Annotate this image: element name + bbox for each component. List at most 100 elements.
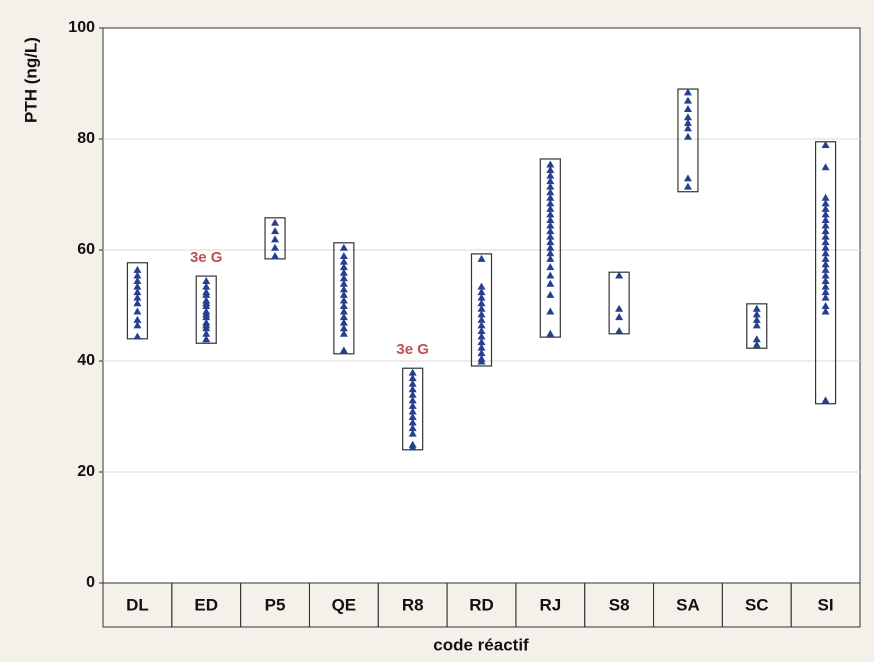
data-point [821,221,830,229]
data-point [752,304,761,312]
y-tick-label: 60 [77,241,95,258]
data-point [339,324,348,332]
data-point [752,335,761,343]
range-box [539,158,561,338]
data-point [271,235,280,243]
data-point [546,232,555,240]
data-point [408,368,417,376]
data-point [821,293,830,301]
data-point [408,413,417,420]
data-point [546,160,555,168]
data-point [546,210,555,218]
data-point [683,96,692,104]
x-tick-label: RD [469,595,494,614]
data-point [546,221,555,229]
data-point [546,307,555,315]
x-tick-label: RJ [539,595,561,614]
data-point [683,104,692,112]
data-point [133,307,142,315]
data-point [271,227,280,235]
data-point [339,285,348,293]
data-point [339,243,348,251]
data-point [133,299,142,307]
data-point [477,343,486,351]
y-tick-label: 40 [77,352,95,369]
data-point [546,215,555,223]
data-point [202,335,211,343]
data-point [683,113,692,121]
data-point [546,249,555,257]
x-tick-label: SC [745,595,769,614]
data-point [477,299,486,307]
data-point [546,254,555,262]
x-tick-label: QE [332,595,357,614]
data-point [546,193,555,201]
data-point [821,302,830,309]
data-point [408,390,417,398]
data-point [408,374,417,382]
data-point [683,88,692,96]
x-tick-label: ED [194,595,218,614]
data-point [133,288,142,296]
data-point [133,271,142,279]
data-point [546,177,555,185]
data-point [477,315,486,323]
data-point [408,424,417,432]
data-point [821,232,830,240]
data-point [408,385,417,393]
data-point [615,271,624,279]
data-point [339,274,348,282]
data-point [202,290,211,298]
data-point [821,249,830,257]
data-point [821,238,830,246]
data-point [821,265,830,273]
data-point [202,313,211,321]
x-tick-label: DL [126,595,149,614]
range-box [333,242,355,355]
data-point [683,174,692,182]
data-point [202,324,211,332]
data-point [339,290,348,298]
data-point [339,346,348,354]
data-point [477,332,486,340]
data-point [339,313,348,321]
data-point [683,124,692,132]
data-point [133,321,142,329]
data-point [546,290,555,298]
data-point [408,443,417,451]
data-point [339,296,348,304]
range-box [746,303,768,349]
data-point [339,263,348,271]
data-point [752,315,761,323]
data-point [821,277,830,285]
data-point [339,268,348,276]
data-point [133,332,142,340]
data-point [821,396,830,404]
x-tick-label: S8 [609,595,630,614]
data-point [477,288,486,296]
data-point [821,271,830,279]
data-point [546,271,555,279]
data-point [408,418,417,426]
data-point [408,396,417,404]
data-point [546,199,555,207]
data-point [271,252,280,260]
range-box [470,253,493,367]
data-point [477,338,486,346]
data-point [339,252,348,260]
data-point [821,243,830,251]
y-axis-label: PTH (ng/L) [21,37,40,123]
data-point [202,302,211,309]
data-point [408,407,417,415]
data-point [546,243,555,251]
annotation: 3e G [396,341,429,358]
data-point [821,260,830,268]
data-point [133,277,142,285]
range-box [195,275,217,344]
data-point [202,282,211,290]
data-point [546,188,555,196]
data-point [821,210,830,218]
data-point [477,349,486,357]
data-point [821,204,830,212]
